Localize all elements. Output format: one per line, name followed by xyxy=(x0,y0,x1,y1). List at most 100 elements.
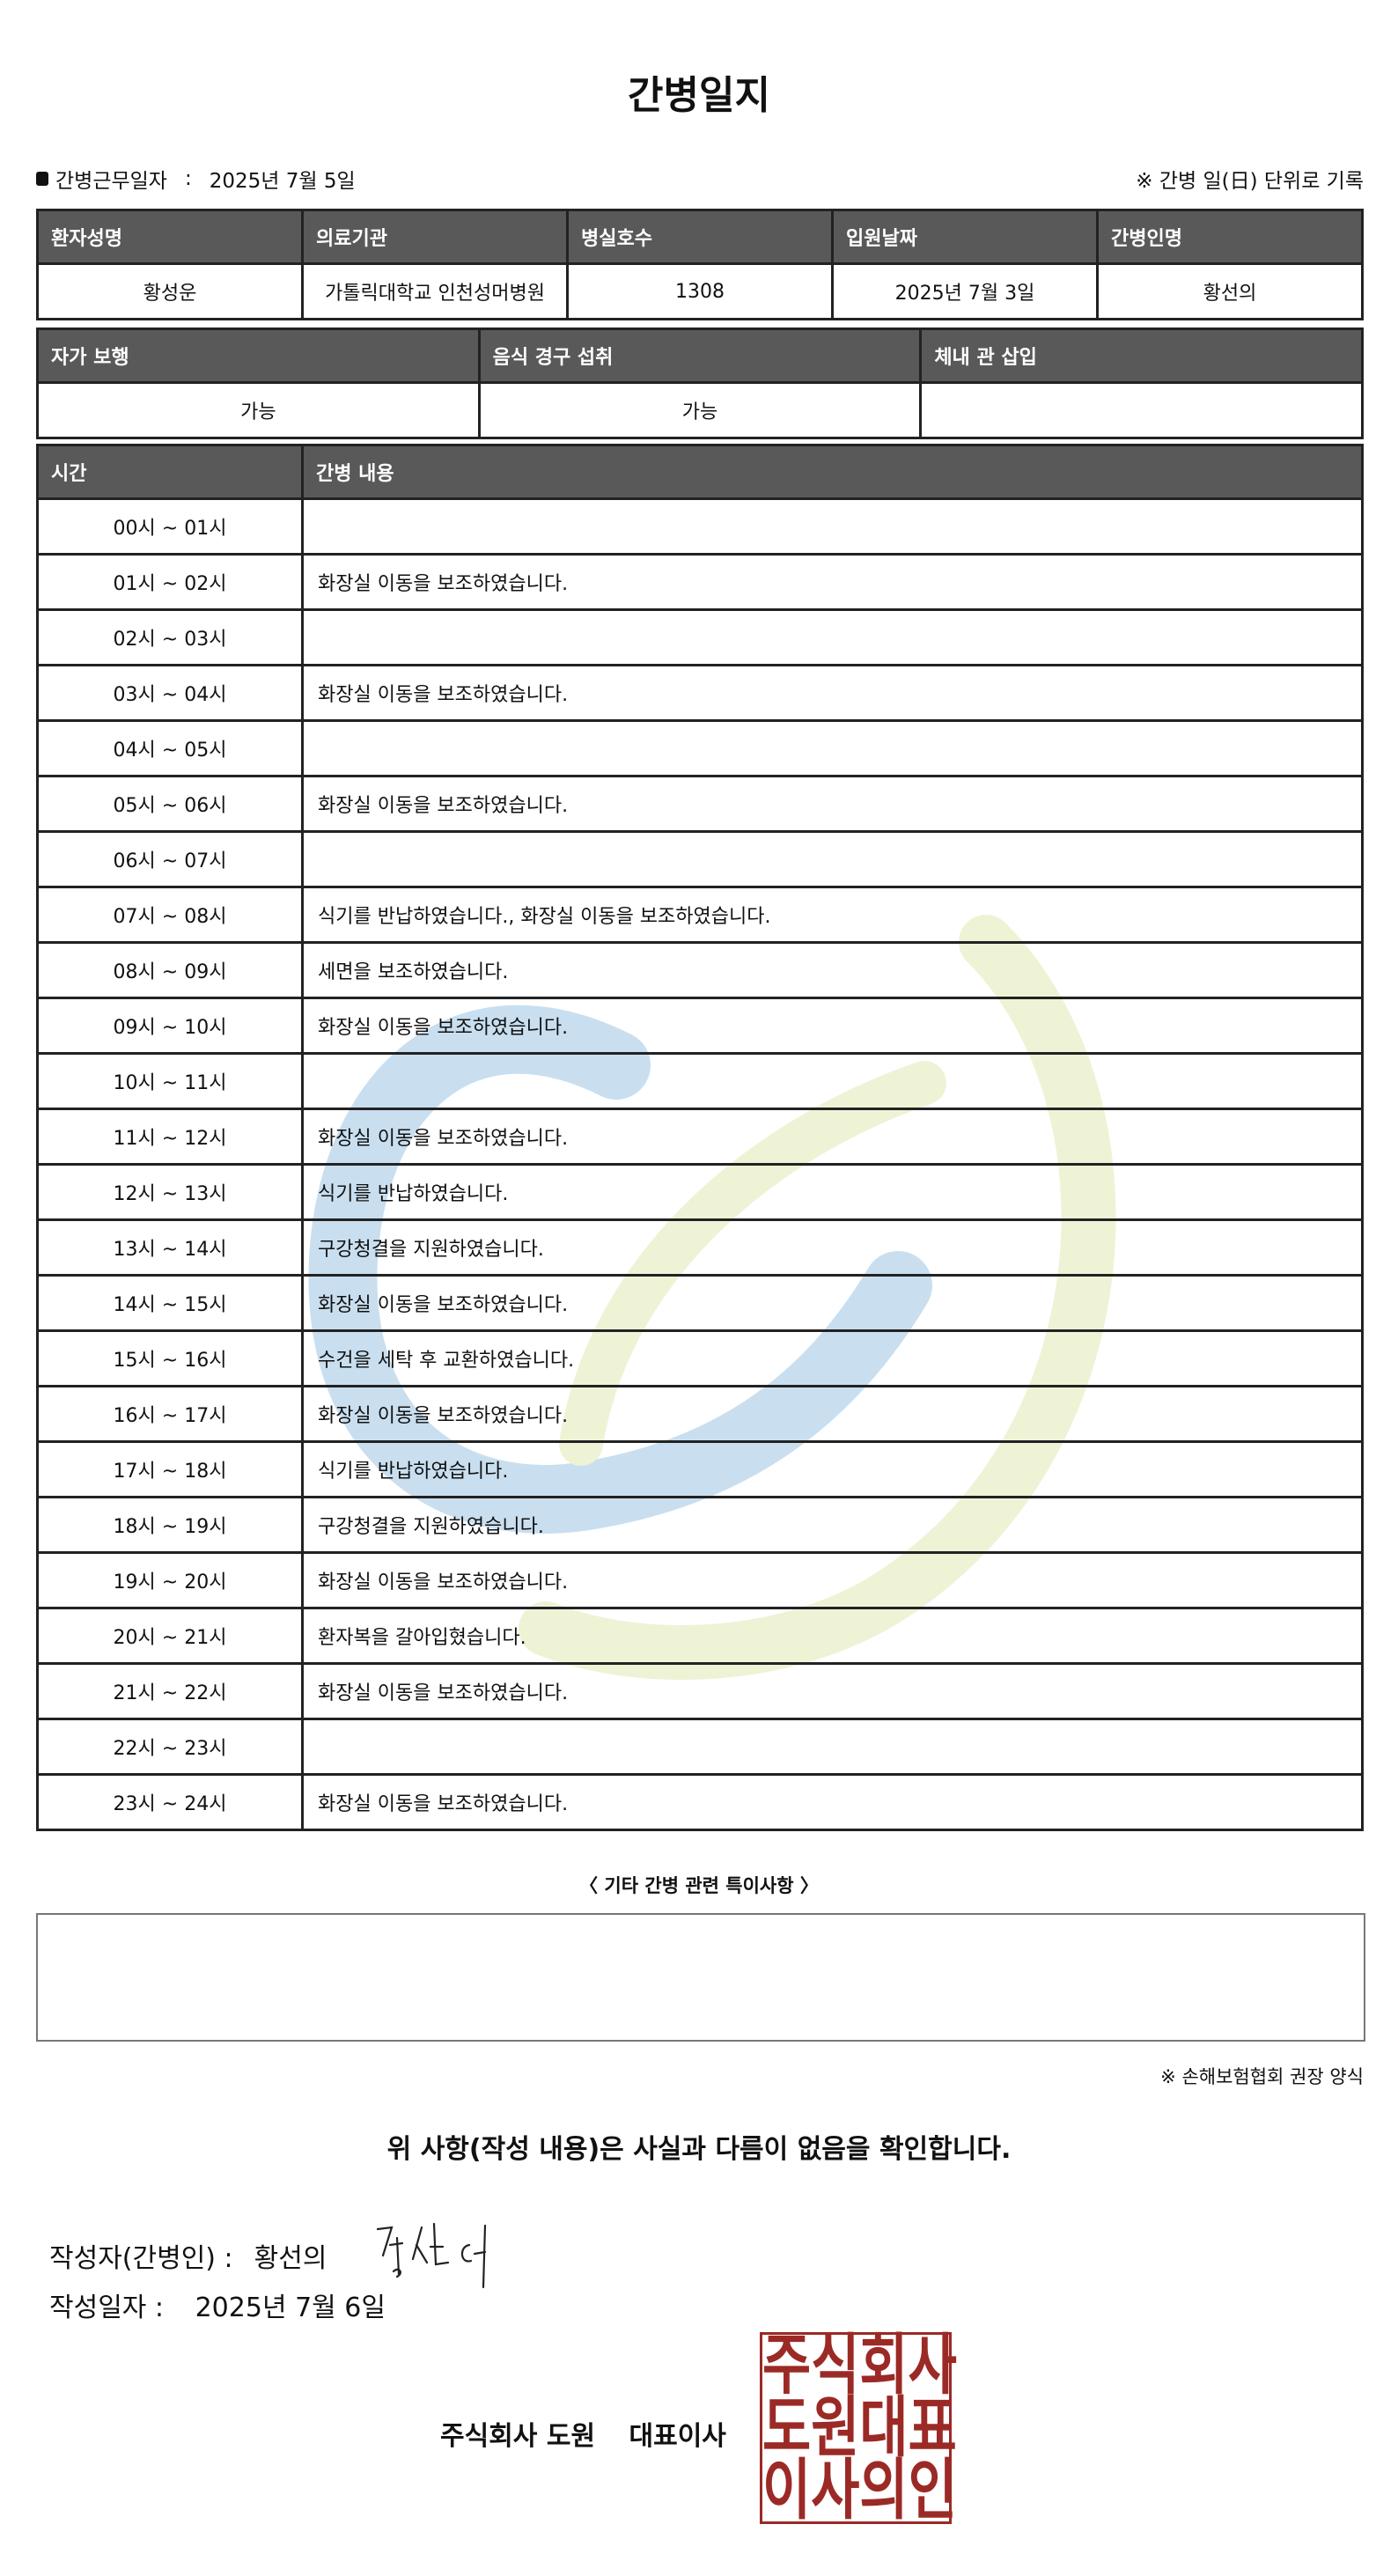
seal-character: 의 xyxy=(859,2451,909,2529)
written-date-label: 작성일자 : xyxy=(49,2293,165,2323)
table-row: 04시 ~ 05시 xyxy=(36,719,1364,777)
table-row: 07시 ~ 08시 식기를 반납하였습니다., 화장실 이동을 보조하였습니다. xyxy=(36,886,1364,944)
time-cell: 03시 ~ 04시 xyxy=(36,664,304,722)
table-row: 17시 ~ 18시 식기를 반납하였습니다. xyxy=(36,1440,1364,1498)
seal-character: 회 xyxy=(859,2327,909,2405)
time-cell: 12시 ~ 13시 xyxy=(36,1163,304,1221)
confirmation-statement: 위 사항(작성 내용)은 사실과 다름이 없음을 확인합니다. xyxy=(386,2134,1012,2165)
table-row: 02시 ~ 03시 xyxy=(36,608,1364,666)
notes-box xyxy=(36,1913,1365,2042)
seal-character: 주 xyxy=(762,2327,812,2405)
table-row: 15시 ~ 16시 수건을 세탁 후 교환하였습니다. xyxy=(36,1329,1364,1387)
header-cell: 시간 xyxy=(36,444,304,500)
content-cell xyxy=(301,830,1364,888)
room-number: 1308 xyxy=(566,262,834,320)
time-cell: 21시 ~ 22시 xyxy=(36,1662,304,1720)
admission-date: 2025년 7월 3일 xyxy=(831,262,1099,320)
form-source-note: ※ 손해보험협회 권장 양식 xyxy=(1160,2066,1364,2087)
time-cell: 14시 ~ 15시 xyxy=(36,1274,304,1332)
hospital: 가톨릭대학교 인천성머병원 xyxy=(301,262,569,320)
content-cell xyxy=(301,608,1364,666)
content-cell xyxy=(301,1718,1364,1776)
header-cell: 환자성명 xyxy=(36,209,304,265)
table-row: 05시 ~ 06시 화장실 이동을 보조하였습니다. xyxy=(36,775,1364,833)
content-cell: 화장실 이동을 보조하였습니다. xyxy=(301,1385,1364,1443)
content-cell: 구강청결을 지원하였습니다. xyxy=(301,1496,1364,1554)
time-cell: 20시 ~ 21시 xyxy=(36,1607,304,1665)
table-row: 14시 ~ 15시 화장실 이동을 보조하였습니다. xyxy=(36,1274,1364,1332)
colon-separator: : xyxy=(184,167,192,190)
time-cell: 01시 ~ 02시 xyxy=(36,553,304,611)
written-date-line: 작성일자 : 2025년 7월 6일 xyxy=(49,2285,386,2324)
seal-character: 식 xyxy=(811,2327,860,2405)
seal-character: 사 xyxy=(908,2327,957,2405)
time-cell: 11시 ~ 12시 xyxy=(36,1108,304,1166)
seal-character: 도 xyxy=(762,2389,812,2467)
work-date-value: 2025년 7월 5일 xyxy=(209,170,356,193)
content-cell: 세면을 보조하였습니다. xyxy=(301,941,1364,999)
patient-name: 황성운 xyxy=(36,262,304,320)
table-row: 08시 ~ 09시 세면을 보조하였습니다. xyxy=(36,941,1364,999)
header-cell: 자가 보행 xyxy=(36,328,481,384)
header-cell: 체내 관 삽입 xyxy=(919,328,1364,384)
time-cell: 04시 ~ 05시 xyxy=(36,719,304,777)
table-row: 20시 ~ 21시 환자복을 갈아입혔습니다. xyxy=(36,1607,1364,1665)
content-cell: 수건을 세탁 후 교환하였습니다. xyxy=(301,1329,1364,1387)
table-row: 11시 ~ 12시 화장실 이동을 보조하였습니다. xyxy=(36,1108,1364,1166)
caregiver-name: 황선의 xyxy=(1096,262,1364,320)
content-cell xyxy=(301,497,1364,556)
seal-character: 원 xyxy=(811,2389,860,2467)
seal-character: 대 xyxy=(859,2389,909,2467)
table-row: 13시 ~ 14시 구강청결을 지원하였습니다. xyxy=(36,1218,1364,1277)
content-cell: 화장실 이동을 보조하였습니다. xyxy=(301,997,1364,1055)
content-cell xyxy=(301,1052,1364,1110)
time-cell: 07시 ~ 08시 xyxy=(36,886,304,944)
table-row: 03시 ~ 04시 화장실 이동을 보조하였습니다. xyxy=(36,664,1364,722)
content-cell: 화장실 이동을 보조하였습니다. xyxy=(301,1108,1364,1166)
tube-insertion xyxy=(919,381,1364,439)
oral-intake: 가능 xyxy=(477,381,923,439)
seal-character: 표 xyxy=(908,2389,957,2467)
time-cell: 15시 ~ 16시 xyxy=(36,1329,304,1387)
seal-character: 인 xyxy=(908,2451,957,2529)
table-row: 19시 ~ 20시 화장실 이동을 보조하였습니다. xyxy=(36,1551,1364,1609)
care-log-table: 시간 간병 내용 00시 ~ 01시 01시 ~ 02시 화장실 이동을 보조하였습… xyxy=(36,444,1364,1831)
time-cell: 18시 ~ 19시 xyxy=(36,1496,304,1554)
content-cell: 식기를 반납하였습니다. xyxy=(301,1163,1364,1221)
work-date-label: 간병근무일자 xyxy=(55,170,167,193)
time-cell: 13시 ~ 14시 xyxy=(36,1218,304,1277)
content-cell: 화장실 이동을 보조하였습니다. xyxy=(301,1274,1364,1332)
content-cell: 화장실 이동을 보조하였습니다. xyxy=(301,1662,1364,1720)
writer-line: 작성자(간병인) : 황선의 xyxy=(49,2220,520,2291)
written-date-value: 2025년 7월 6일 xyxy=(195,2293,386,2323)
time-cell: 02시 ~ 03시 xyxy=(36,608,304,666)
seal-character: 사 xyxy=(811,2451,860,2529)
content-cell: 화장실 이동을 보조하였습니다. xyxy=(301,664,1364,722)
time-cell: 16시 ~ 17시 xyxy=(36,1385,304,1443)
table-row: 01시 ~ 02시 화장실 이동을 보조하였습니다. xyxy=(36,553,1364,611)
header-cell: 병실호수 xyxy=(566,209,834,265)
self-walking: 가능 xyxy=(36,381,481,439)
time-cell: 09시 ~ 10시 xyxy=(36,997,304,1055)
writer-name: 황선의 xyxy=(254,2243,327,2274)
page-title: 간병일지 xyxy=(628,73,770,118)
record-unit-note: ※ 간병 일(日) 단위로 기록 xyxy=(1136,170,1364,193)
content-cell: 구강청결을 지원하였습니다. xyxy=(301,1218,1364,1277)
notes-title: 〈 기타 간병 관련 특이사항 〉 xyxy=(579,1875,819,1896)
time-cell: 17시 ~ 18시 xyxy=(36,1440,304,1498)
table-row: 06시 ~ 07시 xyxy=(36,830,1364,888)
table-row: 12시 ~ 13시 식기를 반납하였습니다. xyxy=(36,1163,1364,1221)
table-row: 16시 ~ 17시 화장실 이동을 보조하였습니다. xyxy=(36,1385,1364,1443)
content-cell: 화장실 이동을 보조하였습니다. xyxy=(301,1551,1364,1609)
table-row: 21시 ~ 22시 화장실 이동을 보조하였습니다. xyxy=(36,1662,1364,1720)
table-row: 09시 ~ 10시 화장실 이동을 보조하였습니다. xyxy=(36,997,1364,1055)
time-cell: 10시 ~ 11시 xyxy=(36,1052,304,1110)
content-cell: 화장실 이동을 보조하였습니다. xyxy=(301,553,1364,611)
table-row: 23시 ~ 24시 화장실 이동을 보조하였습니다. xyxy=(36,1773,1364,1831)
header-cell: 간병인명 xyxy=(1096,209,1364,265)
bullet-square-icon xyxy=(36,172,48,186)
time-cell: 19시 ~ 20시 xyxy=(36,1551,304,1609)
table-row: 18시 ~ 19시 구강청결을 지원하였습니다. xyxy=(36,1496,1364,1554)
table-row: 22시 ~ 23시 xyxy=(36,1718,1364,1776)
